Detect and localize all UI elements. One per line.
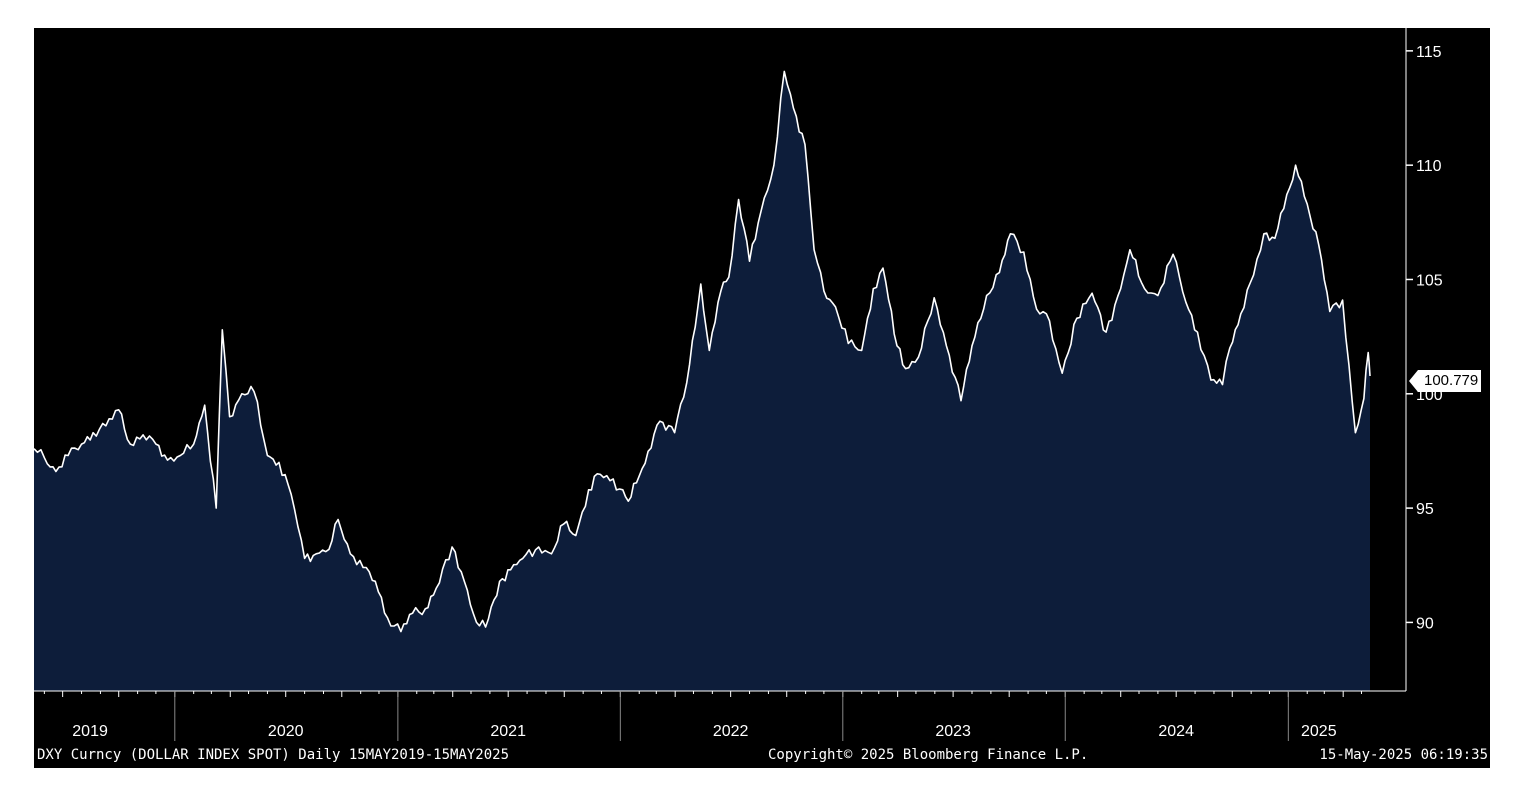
dxy-chart: 2019 2020 2021 2022 2023 2024 2025 90951001051… [34,28,1443,741]
x-year-label: 2019 [72,723,108,740]
x-year-label: 2024 [1158,723,1194,740]
y-tick-label: 95 [1416,501,1434,518]
x-year-label: 2023 [935,723,971,740]
y-tick-label: 110 [1416,158,1442,175]
footer-copyright: Copyright© 2025 Bloomberg Finance L.P. [768,747,1089,763]
y-tick-label: 105 [1416,272,1443,289]
x-axis: 2019 2020 2021 2022 2023 2024 2025 [34,690,1406,741]
x-year-label: 2022 [713,723,749,740]
footer-security-description: DXY Curncy (DOLLAR INDEX SPOT) Daily 15M… [37,747,510,763]
last-value-label: 100.779 [1408,370,1482,392]
chart-footer: DXY Curncy (DOLLAR INDEX SPOT) Daily 15M… [34,744,1490,768]
y-tick-label: 90 [1416,615,1434,632]
x-year-label: 2020 [268,723,304,740]
series-area [34,71,1370,691]
y-tick-label: 115 [1416,44,1442,61]
x-year-label: 2021 [490,723,526,740]
footer-timestamp: 15-May-2025 06:19:35 [1319,747,1488,763]
x-year-label: 2025 [1301,723,1337,740]
chart-panel: 2019 2020 2021 2022 2023 2024 2025 90 95 100 105 1… [34,28,1490,768]
series-line [34,70,1371,633]
